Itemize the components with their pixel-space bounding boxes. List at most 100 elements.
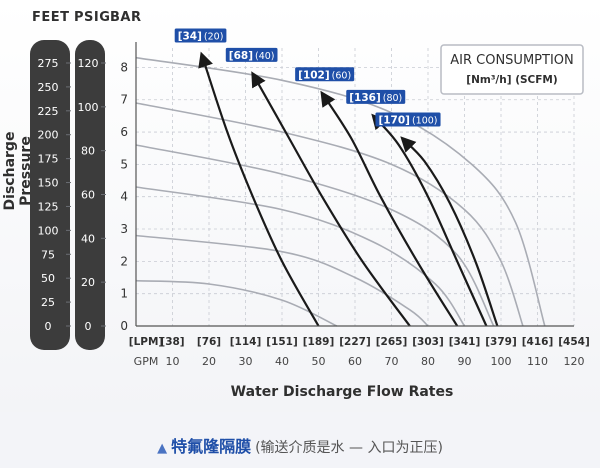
pump-curve-line: [135, 234, 429, 327]
x-lpm-tick-label: [341]: [449, 336, 481, 348]
y-tick-label: 4: [120, 190, 128, 204]
pump-performance-chart: [34] (20)[68] (40)[102] (60)[136] (80)[170](…: [38, 28, 590, 400]
x-lpm-tick-label: [38]: [160, 336, 184, 348]
x-lpm-tick-label: [LPM]: [129, 336, 163, 348]
y-tick-label: 3: [120, 222, 128, 236]
pump-curve-line: [135, 144, 495, 327]
air-label-box: [174, 28, 227, 43]
x-gpm-tick-label: 10: [166, 355, 180, 368]
air-label-nm3h: [170]: [378, 115, 410, 127]
x-lpm-tick-label: [416]: [522, 336, 554, 348]
triangle-marker-icon: ▲: [157, 441, 168, 456]
x-lpm-tick-label: [379]: [485, 336, 517, 348]
pump-curve-line: [135, 279, 338, 327]
air-consumption-label: [34] (20): [174, 28, 227, 43]
unit-scales: 2752502252001751501251007550250120100806…: [38, 57, 106, 333]
air-label-scfm: (20): [204, 31, 224, 42]
feet-scale-label: 25: [41, 296, 55, 309]
air-label-scfm: (60): [332, 70, 352, 81]
feet-scale-label: 75: [41, 248, 55, 261]
y-tick-label: 2: [120, 254, 128, 268]
psig-scale-label: 80: [81, 145, 95, 158]
feet-scale-label: 225: [38, 105, 59, 118]
air-label-box: [225, 47, 278, 62]
y-tick-label: 1: [120, 287, 128, 301]
y-tick-label: 7: [120, 93, 128, 107]
psig-scale-label: 20: [81, 276, 95, 289]
legend-units: [Nm³/h] (SCFM): [466, 74, 557, 86]
psig-scale-label: 120: [78, 57, 99, 70]
legend-title: AIR CONSUMPTION: [450, 53, 573, 68]
air-label-nm3h: [136]: [349, 92, 381, 104]
caption: ▲ 特氟隆隔膜 (输送介质是水 — 入口为正压): [0, 433, 600, 457]
x-axis-title: Water Discharge Flow Rates: [231, 384, 454, 400]
air-label-scfm: (80): [383, 93, 403, 104]
air-label-nm3h: [68]: [229, 50, 253, 62]
feet-scale-label: 175: [38, 153, 59, 166]
x-lpm-tick-label: [189]: [303, 336, 335, 348]
y-tick-label: 0: [120, 319, 128, 333]
air-consumption-curve: [251, 71, 411, 327]
psig-scale-label: 40: [81, 232, 95, 245]
feet-scale-label: 200: [38, 129, 59, 142]
feet-scale-label: 0: [45, 320, 52, 333]
feet-scale-label: 50: [41, 272, 55, 285]
y-tick-label: 8: [120, 60, 128, 74]
feet-scale-label: 150: [38, 177, 59, 190]
feet-scale-label: 100: [38, 224, 59, 237]
air-label-nm3h: [34]: [178, 30, 202, 42]
air-consumption-curve: [371, 113, 488, 327]
air-consumption-label: [170] (100): [375, 112, 441, 127]
bar-unit-header: BAR: [110, 10, 142, 25]
air-label-box: [375, 112, 441, 127]
x-lpm-tick-label: [227]: [339, 336, 371, 348]
x-lpm-tick-label: [265]: [376, 336, 408, 348]
axes: 0 1 2 3 4 5 6 7 8 [LPM][38] [76] [114] [151] [189] [22…: [120, 42, 590, 368]
psig-scale-label: 60: [81, 189, 95, 202]
pump-curve-line: [135, 56, 546, 327]
x-gpm-tick-label: 30: [239, 355, 253, 368]
psig-unit-header: PSIG: [74, 10, 111, 25]
caption-title: 特氟隆隔膜: [171, 437, 252, 456]
air-consumption-curve: [198, 51, 320, 327]
feet-scale-label: 250: [38, 81, 59, 94]
x-lpm-tick-label: [151]: [266, 336, 298, 348]
feet-scale-label: 275: [38, 57, 59, 70]
feet-unit-header: FEET: [32, 10, 70, 25]
feet-scale-label: 125: [38, 200, 59, 213]
air-label-box: [346, 89, 406, 104]
air-label-box: [295, 67, 355, 82]
x-gpm-tick-label: 110: [527, 355, 548, 368]
pump-curve-line: [135, 102, 524, 327]
air-label-scfm: (40): [255, 51, 275, 62]
x-gpm-tick-label: 60: [348, 355, 362, 368]
footer-bar: [0, 412, 600, 468]
air-label-nm3h: [102]: [298, 69, 330, 81]
legend-frame: [440, 44, 584, 95]
legend-box: AIR CONSUMPTION [Nm³/h] (SCFM): [440, 44, 584, 95]
x-gpm-tick-label: 80: [421, 355, 435, 368]
psig-scale-label: 0: [85, 320, 92, 333]
x-gpm-tick-label: 20: [202, 355, 216, 368]
feet-scale-column: [30, 40, 70, 350]
x-lpm-tick-label: [76]: [197, 336, 221, 348]
air-consumption-label: [68] (40): [225, 47, 278, 62]
x-lpm-tick-label: [303]: [412, 336, 444, 348]
air-label-scfm: (100): [412, 116, 438, 127]
x-gpm-tick-label: 70: [385, 355, 399, 368]
air-consumption-label: [136] (80): [346, 89, 406, 104]
pump-curves: [135, 56, 546, 327]
air-consumption-curve: [400, 136, 499, 327]
x-gpm-tick-label: 120: [564, 355, 585, 368]
x-gpm-tick-label: GPM: [134, 355, 159, 368]
y-tick-label: 6: [120, 125, 128, 139]
pump-curve-line: [135, 186, 466, 327]
x-gpm-tick-label: 90: [458, 355, 472, 368]
x-lpm-tick-label: [454]: [558, 336, 590, 348]
caption-subtitle: (输送介质是水 — 入口为正压): [255, 440, 443, 456]
psig-scale-column: [75, 40, 105, 350]
x-gpm-tick-label: 50: [312, 355, 326, 368]
x-gpm-tick-label: 40: [275, 355, 289, 368]
psig-scale-label: 100: [78, 101, 99, 114]
air-consumption-label: [102] (60): [295, 67, 355, 82]
